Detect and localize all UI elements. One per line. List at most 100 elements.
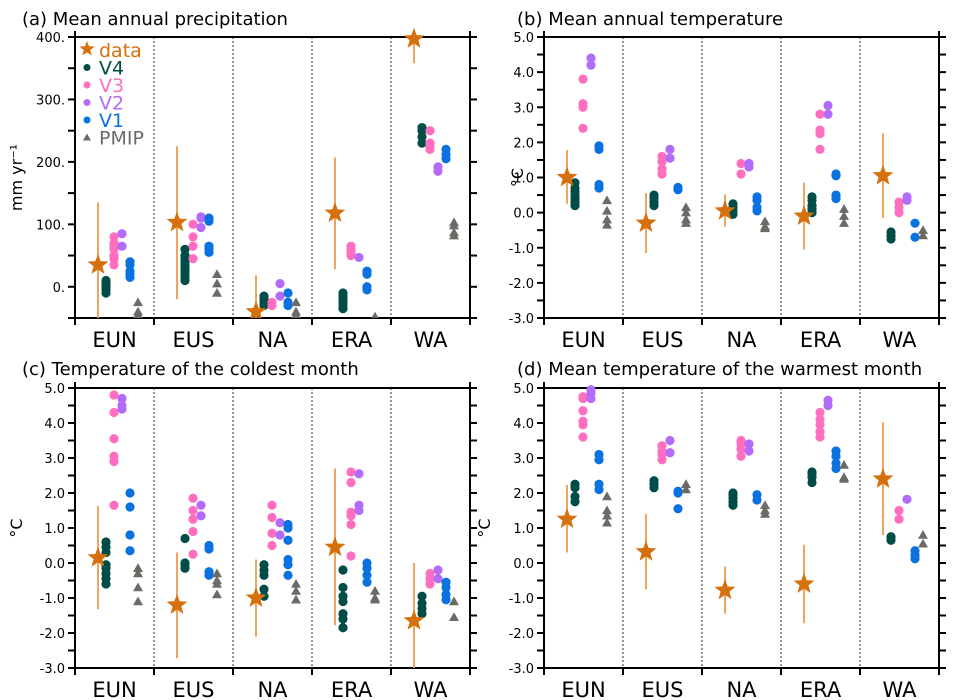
- point-data-star: [635, 212, 657, 233]
- y-tick-label: -2.0: [509, 627, 534, 642]
- point-v4: [649, 476, 659, 486]
- point-pmip: [602, 214, 612, 224]
- legend-label: V3: [99, 75, 124, 97]
- point-pmip: [681, 207, 691, 217]
- y-tick-label: 3.0: [513, 452, 534, 467]
- point-v1: [125, 546, 135, 556]
- y-tick-label: 5.0: [44, 382, 65, 397]
- point-v1: [594, 179, 604, 190]
- point-v3: [815, 144, 825, 154]
- y-tick-label: 4.0: [513, 66, 534, 81]
- point-v4: [417, 598, 427, 608]
- point-v3: [578, 432, 588, 442]
- point-pmip: [918, 530, 928, 539]
- y-tick-label: 200.: [36, 156, 65, 171]
- point-v4: [180, 244, 190, 254]
- point-v3: [578, 74, 588, 84]
- point-v2: [117, 393, 127, 404]
- category-label: EUS: [642, 328, 684, 352]
- markers: [87, 390, 459, 668]
- point-v3: [267, 540, 277, 551]
- point-data-star: [245, 587, 267, 607]
- point-v1: [831, 446, 841, 456]
- point-v3: [346, 519, 356, 530]
- point-v1: [673, 486, 683, 496]
- point-v3: [578, 392, 588, 402]
- point-pmip: [291, 586, 301, 595]
- point-v3: [815, 125, 825, 135]
- category-label: NA: [726, 678, 757, 700]
- point-pmip: [602, 205, 612, 215]
- point-v2: [823, 109, 833, 119]
- category-label: WA: [883, 678, 918, 700]
- point-v3: [109, 451, 119, 461]
- y-axis-label: mm yr⁻¹: [7, 144, 26, 211]
- point-v1: [831, 458, 841, 468]
- point-pmip: [212, 278, 222, 288]
- point-v1: [752, 202, 762, 212]
- point-v3: [578, 123, 588, 133]
- point-v3: [736, 451, 746, 461]
- category-label: EUS: [173, 678, 215, 700]
- point-v3: [188, 241, 198, 251]
- point-v3: [815, 427, 825, 437]
- point-data-star: [87, 546, 109, 567]
- point-v2: [354, 252, 364, 263]
- point-v2: [586, 385, 596, 395]
- point-v3: [578, 99, 588, 109]
- point-v4: [886, 532, 896, 542]
- point-v3: [894, 197, 904, 207]
- point-v3: [188, 254, 198, 264]
- point-pmip: [839, 460, 849, 469]
- point-v1: [441, 589, 451, 600]
- point-v3: [894, 505, 904, 516]
- point-v2: [902, 192, 912, 202]
- y-tick-label: 3.0: [513, 101, 534, 116]
- point-v3: [425, 126, 435, 136]
- point-v3: [109, 500, 119, 510]
- point-pmip: [449, 217, 459, 227]
- point-pmip: [760, 505, 770, 515]
- legend-circle-icon: [83, 116, 91, 124]
- point-pmip: [602, 219, 612, 229]
- category-label: EUN: [561, 328, 605, 352]
- point-v1: [283, 519, 293, 530]
- point-v3: [346, 477, 356, 488]
- point-v4: [101, 275, 111, 286]
- point-data-star: [166, 594, 188, 614]
- point-v4: [338, 565, 348, 575]
- y-tick-label: 0.0: [513, 207, 534, 222]
- point-v1: [125, 257, 135, 267]
- y-tick-label: -2.0: [509, 277, 534, 292]
- point-pmip: [681, 218, 691, 227]
- point-v3: [346, 507, 356, 517]
- point-v2: [433, 574, 443, 584]
- point-pmip: [212, 288, 222, 297]
- panel-b: (b) Mean annual temperature °C -3.0 -2.0 -1.…: [508, 9, 946, 352]
- legend-circle-icon: [83, 81, 91, 89]
- point-v1: [594, 449, 604, 460]
- point-v4: [570, 491, 580, 502]
- point-data-star: [714, 579, 736, 600]
- point-pmip: [681, 202, 691, 212]
- point-v3: [188, 493, 198, 503]
- legend-label: PMIP: [99, 128, 144, 150]
- point-pmip: [291, 594, 301, 604]
- y-tick-label: 400.: [36, 31, 65, 46]
- y-tick-label: 0.: [53, 281, 65, 296]
- point-v1: [204, 241, 214, 251]
- point-data-star: [87, 253, 109, 274]
- point-v1: [283, 570, 293, 580]
- point-v3: [188, 219, 198, 229]
- point-v2: [902, 494, 912, 504]
- point-data-star: [324, 202, 346, 222]
- point-v4: [728, 199, 738, 209]
- point-pmip: [760, 223, 770, 233]
- point-v1: [204, 213, 214, 223]
- point-v3: [894, 514, 904, 524]
- point-data-star: [324, 536, 346, 557]
- point-pmip: [918, 225, 928, 234]
- point-v2: [433, 162, 443, 172]
- point-v1: [283, 554, 293, 565]
